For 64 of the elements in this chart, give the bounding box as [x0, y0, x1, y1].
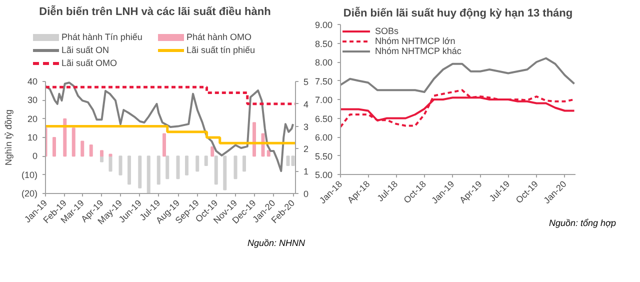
bar [162, 133, 166, 157]
y-tick-label: 6.50 [314, 114, 333, 124]
y-tick-label: 0 [32, 151, 38, 162]
bar [210, 146, 214, 157]
bar [266, 150, 270, 157]
bar [166, 156, 170, 180]
legend-label: Nhóm NHTMCP khác [375, 46, 462, 56]
y-tick-label: 7.00 [314, 95, 333, 105]
chart-title: Diễn biến lãi suất huy động kỳ hạn 13 tháng [343, 6, 573, 20]
bar [252, 122, 256, 157]
legend-label: Nhóm NHTMCP lớn [375, 36, 456, 46]
y-tick-label: 10 [27, 132, 38, 142]
y-tick-label: 30 [27, 95, 38, 106]
line-series [340, 57, 576, 93]
bar [72, 128, 76, 157]
bar [138, 156, 142, 188]
legend-label: Lãi suất tín phiếu [186, 45, 256, 55]
y-tick-label: 5.00 [314, 170, 333, 180]
bar [80, 140, 84, 157]
line-series [340, 89, 576, 128]
legend-label: Phát hành Tín phiếu [62, 32, 142, 42]
bar [223, 156, 227, 190]
y-axis-title: Nghìn tỷ đồng [3, 109, 14, 166]
bar [146, 156, 150, 194]
bar [118, 156, 122, 176]
bar [196, 156, 200, 172]
y-tick-label: 9.00 [314, 20, 333, 30]
legend-label: Lãi suất ON [62, 45, 110, 55]
bar [185, 156, 188, 176]
text: Nguồn: NHNN [247, 237, 305, 250]
bar [52, 137, 56, 157]
y-tick-label: 8.50 [314, 38, 333, 49]
bar [242, 156, 246, 172]
y-tick-label: 5.50 [314, 151, 333, 162]
y2-tick-label: 2 [304, 144, 309, 154]
bar [234, 156, 238, 180]
y2-tick-label: 1 [304, 166, 309, 177]
y-tick-label: 6.00 [314, 132, 333, 142]
line-series [46, 82, 294, 172]
y2-tick-label: 5 [304, 77, 309, 87]
y-tick-label: (20) [21, 188, 38, 198]
bar [128, 156, 131, 185]
bar [100, 156, 104, 162]
legend-label: Lãi suất OMO [62, 58, 118, 68]
legend-label: SOBs [375, 26, 399, 36]
y-tick-label: 7.50 [314, 76, 333, 86]
bar [204, 156, 208, 166]
bar [156, 156, 160, 185]
y2-tick-label: 0 [304, 189, 309, 199]
bar [108, 156, 112, 172]
y-tick-label: (10) [21, 170, 38, 180]
y2-tick-label: 3 [304, 122, 309, 132]
y-tick-label: 40 [27, 76, 38, 86]
legend-label: Phát hành OMO [186, 32, 252, 42]
bar [63, 118, 67, 157]
y-tick-label: 20 [27, 114, 38, 124]
y2-tick-label: 4 [304, 99, 309, 110]
y-tick-label: 8.00 [314, 58, 333, 68]
text: Nguồn: tổng hợp [549, 217, 616, 230]
bar [89, 144, 93, 157]
bar [176, 156, 180, 180]
bar [100, 150, 104, 157]
chart-title: Diễn biến trên LNH và các lãi suất điều hành [39, 5, 271, 20]
bar [214, 156, 218, 185]
